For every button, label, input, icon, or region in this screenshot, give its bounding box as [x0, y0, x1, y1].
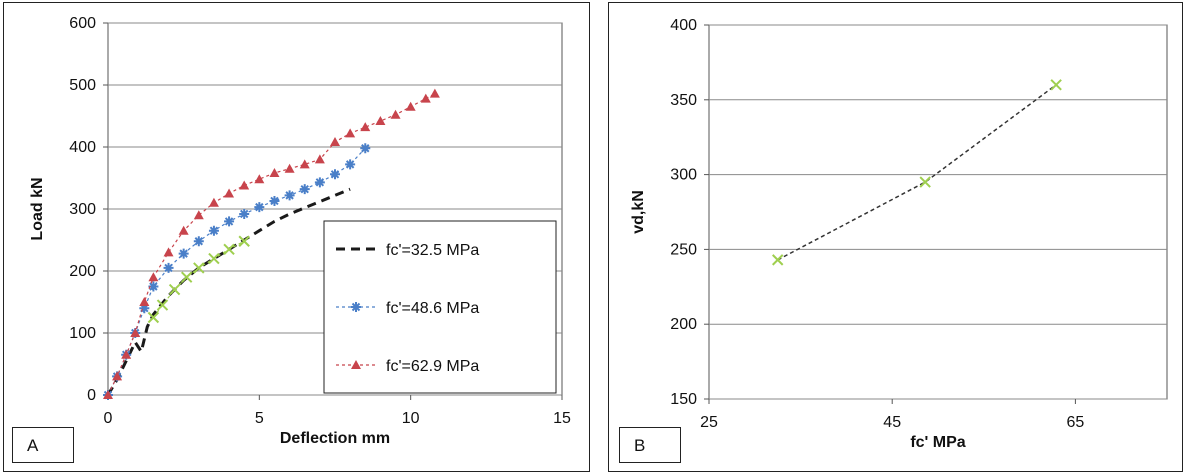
data-point-1-17	[330, 169, 340, 180]
data-point-1-16	[314, 177, 325, 188]
x-tick-label-5: 5	[255, 410, 264, 427]
data-point-2-12	[254, 174, 265, 184]
x-tick-label-25: 25	[700, 414, 718, 431]
series-2	[103, 88, 440, 399]
y-tick-label-600: 600	[69, 15, 96, 32]
data-point-2-1	[112, 371, 123, 381]
data-point-3-1	[156, 299, 169, 311]
data-point-2-17	[330, 137, 340, 147]
x-tick-label-10: 10	[402, 410, 420, 427]
y-tick-label-400: 400	[69, 139, 96, 156]
y-tick-label-0: 0	[87, 387, 96, 404]
data-point-2-20	[375, 115, 386, 125]
x-tick-label-0: 0	[104, 410, 113, 427]
shear-strength-chart: 150 200 250 300 350 400 25 45 65 fc' MPa vd,kN	[630, 17, 1168, 451]
data-point-1-8	[193, 236, 204, 247]
y-tick-label-500: 500	[69, 77, 96, 94]
y-tick-label-250: 250	[670, 241, 697, 258]
chart-panel-a: 0 100 200 300 400 500 600 0 5 10 15 Deflection mm Lo…	[3, 2, 590, 472]
data-point-1-18	[345, 159, 356, 170]
legend-label-1: fc'=48.6 MPa	[386, 300, 479, 317]
data-point-1-11	[239, 208, 250, 219]
y-tick-label-200: 200	[670, 316, 697, 333]
x-axis-label: fc' MPa	[910, 434, 965, 451]
data-point-2-16	[314, 154, 325, 164]
data-point-2-10	[224, 188, 235, 198]
panel-label-b: B	[619, 427, 681, 463]
x-tick-label-15: 15	[553, 410, 571, 427]
legend-label-2: fc'=62.9 MPa	[386, 358, 479, 375]
data-point-2-14	[284, 163, 295, 173]
data-point-2-3	[130, 328, 141, 337]
data-point-1-14	[284, 190, 295, 201]
data-point-1-10	[224, 216, 235, 227]
data-point-3-3	[180, 271, 193, 283]
data-point-0-1	[919, 176, 931, 188]
data-point-1-15	[299, 184, 310, 195]
data-point-2-19	[360, 122, 371, 132]
data-point-2-18	[345, 128, 356, 138]
y-tick-label-350: 350	[670, 92, 697, 109]
legend-entry-0: fc'=32.5 MPa	[336, 242, 479, 259]
plot-area	[708, 24, 1168, 400]
data-point-0-0	[771, 254, 784, 266]
data-point-1-7	[178, 248, 189, 259]
data-point-2-0	[103, 390, 113, 399]
data-point-3-2	[168, 283, 181, 296]
data-point-0-2	[1050, 79, 1062, 91]
legend-entry-2: fc'=62.9 MPa	[336, 358, 479, 375]
data-point-1-4	[139, 303, 150, 314]
data-point-2-9	[208, 197, 219, 207]
y-tick-label-150: 150	[670, 391, 697, 408]
y-tick-label-400: 400	[670, 17, 697, 34]
legend-marker-1	[351, 302, 361, 312]
series-0	[106, 187, 351, 396]
x-tick-label-65: 65	[1067, 414, 1085, 431]
series-line-0	[777, 84, 1057, 261]
series-3	[147, 235, 250, 324]
data-point-2-2	[121, 349, 132, 359]
data-point-1-19	[360, 143, 371, 154]
data-point-2-6	[163, 247, 174, 257]
series-line-0	[106, 187, 351, 396]
data-point-1-13	[269, 195, 280, 206]
data-point-2-7	[178, 225, 189, 235]
x-tick-label-45: 45	[883, 414, 901, 431]
data-point-2-8	[193, 210, 204, 220]
y-axis-label: vd,kN	[630, 190, 647, 234]
data-point-2-13	[269, 168, 280, 178]
legend-marker-2	[351, 360, 361, 369]
data-point-2-4	[139, 297, 150, 306]
data-point-2-11	[239, 180, 250, 190]
data-point-3-4	[193, 262, 205, 274]
data-point-2-24	[429, 88, 440, 98]
data-point-3-7	[238, 235, 250, 247]
panel-label-a: A	[12, 427, 74, 463]
data-point-3-5	[208, 252, 220, 265]
load-deflection-chart: 0 100 200 300 400 500 600 0 5 10 15 Deflection mm Lo…	[29, 15, 571, 447]
data-point-3-0	[147, 311, 160, 324]
data-point-1-9	[208, 225, 219, 236]
legend-label-0: fc'=32.5 MPa	[386, 242, 479, 259]
y-tick-label-200: 200	[69, 263, 96, 280]
chart-panel-b: 150 200 250 300 350 400 25 45 65 fc' MPa vd,kN B	[608, 2, 1183, 472]
data-point-2-15	[299, 159, 310, 169]
y-tick-label-300: 300	[69, 201, 96, 218]
data-point-1-6	[163, 262, 174, 273]
data-point-2-22	[405, 101, 416, 111]
data-point-2-21	[390, 109, 401, 119]
y-tick-label-100: 100	[69, 325, 96, 342]
data-point-2-23	[420, 93, 431, 103]
data-point-3-6	[223, 243, 235, 256]
legend-entry-1: fc'=48.6 MPa	[336, 300, 479, 317]
series-0	[771, 79, 1062, 266]
data-point-1-12	[254, 202, 265, 213]
y-axis-label: Load kN	[29, 177, 46, 240]
x-axis-label: Deflection mm	[280, 430, 390, 447]
y-tick-label-300: 300	[670, 167, 697, 184]
data-point-2-5	[148, 272, 159, 282]
data-point-1-5	[148, 281, 159, 292]
